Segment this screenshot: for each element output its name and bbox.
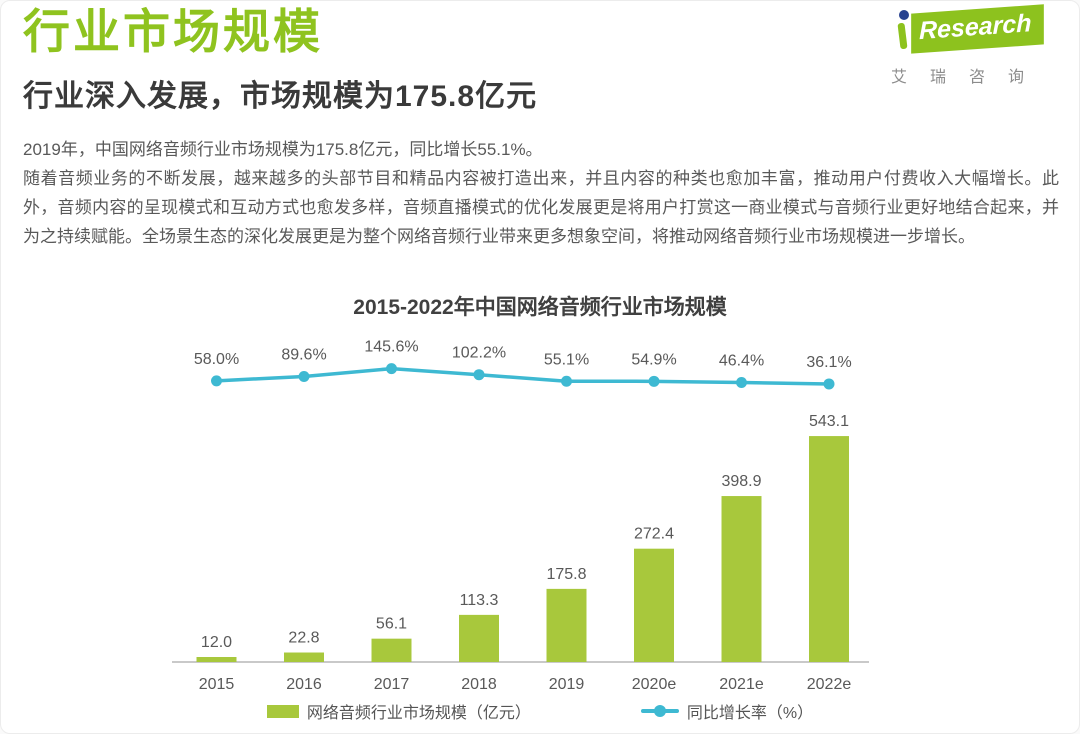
bar-legend-swatch-icon — [266, 704, 299, 718]
bar-2016 — [284, 652, 324, 662]
x-axis-label: 2021e — [719, 676, 764, 693]
x-axis-label: 2017 — [374, 676, 410, 693]
growth-rate-label: 46.4% — [719, 353, 764, 370]
intro-text: 2019年，中国网络音频行业市场规模为175.8亿元，同比增长55.1%。 随着… — [23, 135, 1059, 251]
bar-2015 — [196, 657, 237, 662]
logo-i-dot-icon — [899, 10, 909, 20]
bar-value-label: 272.4 — [634, 526, 674, 543]
growth-point-2018 — [473, 369, 485, 381]
page-subtitle: 行业深入发展，市场规模为175.8亿元 — [23, 80, 538, 113]
x-axis-label: 2020e — [632, 676, 677, 693]
bar-value-label: 12.0 — [201, 634, 232, 651]
x-axis-label: 2018 — [461, 676, 497, 693]
chart-title: 2015-2022年中国网络音频行业市场规模 — [353, 296, 727, 319]
bar-value-label: 175.8 — [546, 566, 586, 583]
growth-point-2020e — [648, 375, 660, 387]
bar-2018 — [459, 614, 499, 662]
growth-rate-label: 55.1% — [544, 351, 589, 368]
x-axis-label: 2022e — [807, 676, 852, 693]
legend-label-growth-rate: 同比增长率（%） — [686, 705, 814, 722]
iresearch-logo: Research 艾瑞咨询 — [887, 4, 1057, 87]
intro-paragraph-1: 2019年，中国网络音频行业市场规模为175.8亿元，同比增长55.1%。 — [23, 140, 543, 159]
intro-paragraph-2: 随着音频业务的不断发展，越来越多的头部节目和精品内容被打造出来，并且内容的种类也… — [23, 169, 1059, 246]
bar-value-label: 56.1 — [376, 616, 407, 633]
growth-rate-label: 58.0% — [194, 351, 239, 368]
legend-item-market-size: 网络音频行业市场规模（亿元） — [266, 699, 531, 723]
bar-2020e — [634, 548, 674, 662]
bar-value-label: 22.8 — [288, 630, 319, 647]
page-title: 行业市场规模 — [23, 5, 323, 58]
growth-point-2019 — [561, 375, 572, 387]
growth-rate-line — [216, 366, 830, 386]
bar-2019 — [546, 588, 587, 662]
growth-rate-label: 145.6% — [364, 339, 418, 356]
x-axis-label: 2015 — [199, 676, 235, 693]
logo-i-stem-icon — [897, 22, 908, 50]
bar-2021e — [721, 496, 762, 662]
growth-rate-label: 102.2% — [452, 345, 506, 362]
bar-value-label: 398.9 — [721, 473, 761, 490]
iresearch-logo-banner-row: Research — [887, 4, 1057, 55]
legend-item-growth-rate: 同比增长率（%） — [640, 699, 814, 723]
chart-legend: 网络音频行业市场规模（亿元） 同比增长率（%） — [1, 699, 1079, 723]
growth-point-2016 — [298, 370, 310, 382]
growth-point-2017 — [386, 363, 397, 375]
x-axis-label: 2019 — [549, 676, 585, 693]
growth-point-2015 — [211, 375, 222, 387]
line-legend-dot-icon — [653, 705, 666, 717]
x-axis-label: 2016 — [286, 676, 322, 693]
line-legend-icon — [640, 705, 679, 717]
logo-banner: Research — [911, 4, 1044, 54]
growth-rate-label: 54.9% — [631, 351, 676, 368]
legend-label-market-size: 网络音频行业市场规模（亿元） — [306, 705, 531, 722]
growth-point-2022e — [823, 378, 835, 390]
growth-rate-label: 89.6% — [281, 346, 326, 363]
market-size-chart: 12.0 2015 22.8 2016 56.1 2017 113.3 2018 175.8 20… — [172, 339, 869, 693]
logo-chinese-name: 艾瑞咨询 — [891, 69, 1048, 86]
growth-point-2021e — [736, 377, 747, 389]
bar-value-label: 543.1 — [809, 413, 849, 430]
bar-value-label: 113.3 — [460, 592, 499, 609]
bar-2022e — [809, 436, 849, 662]
bar-2017 — [371, 638, 412, 662]
growth-rate-label: 36.1% — [806, 354, 851, 371]
